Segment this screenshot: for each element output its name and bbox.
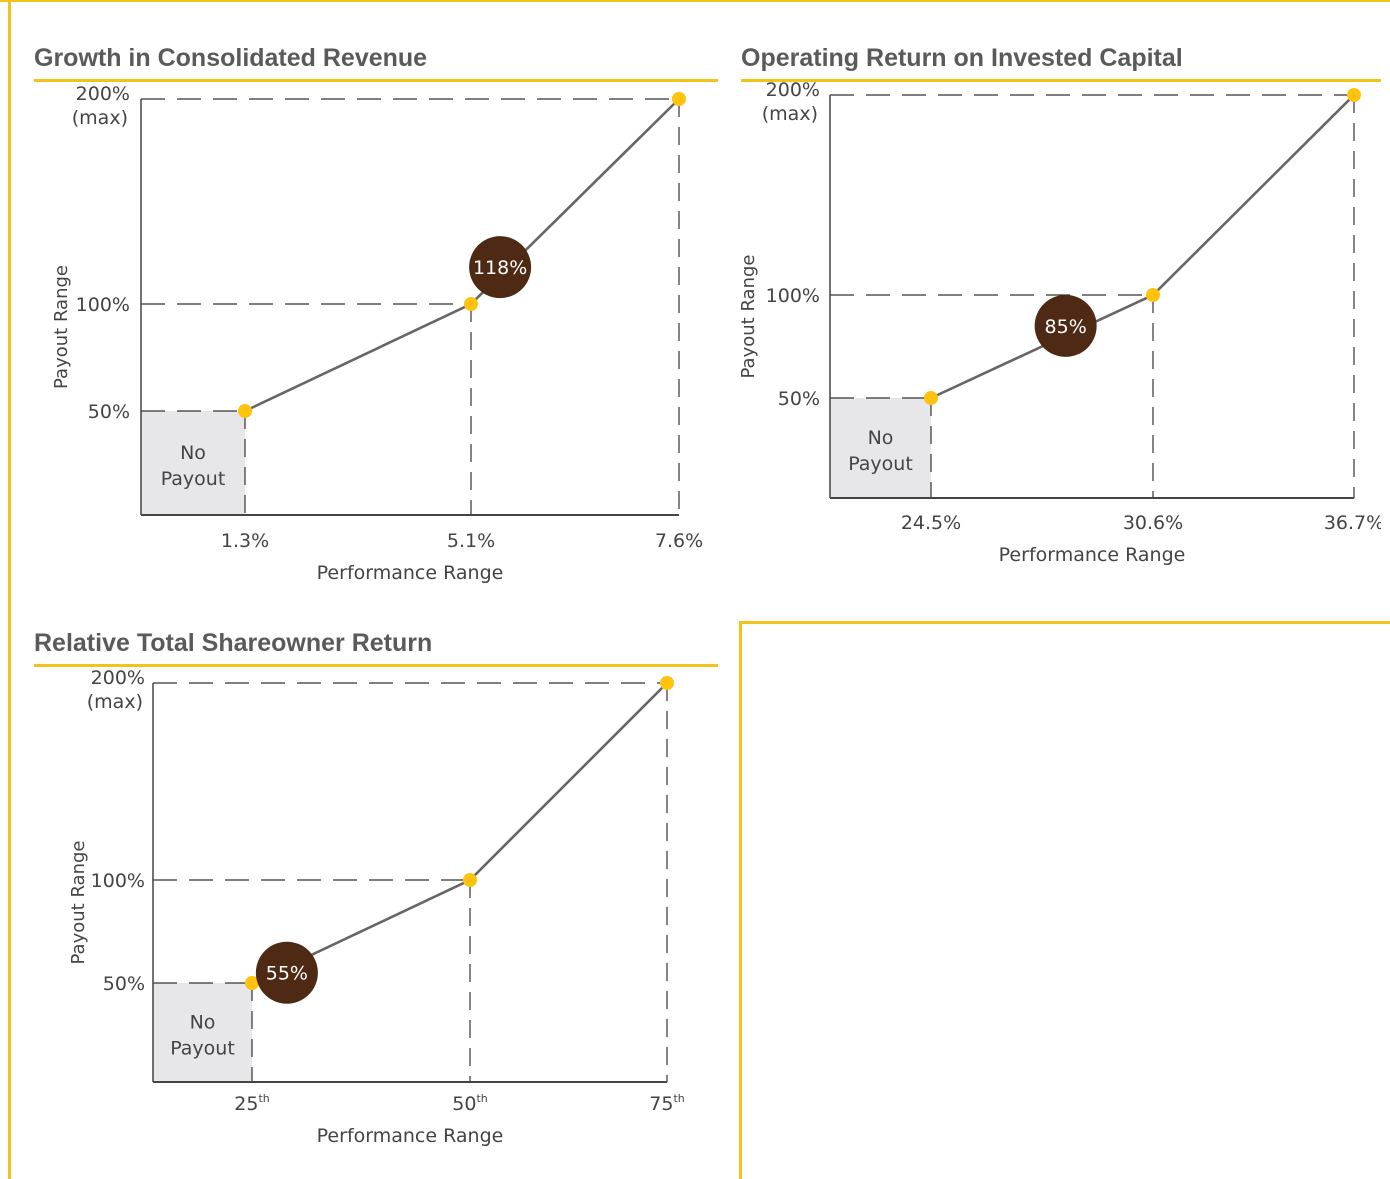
chart-svg: No Payout 50% 100% 200%(max) 1.3% 5.1% 7.6% Perf… bbox=[51, 83, 703, 584]
no-payout-zone bbox=[830, 398, 931, 498]
data-point bbox=[464, 297, 478, 311]
x-tick-label: 30.6% bbox=[1123, 512, 1183, 534]
x-tick-superscript: th bbox=[673, 1092, 684, 1105]
x-tick-label: 25th bbox=[234, 1092, 270, 1115]
y-tick-label: 100% bbox=[76, 294, 130, 316]
x-tick-label: 1.3% bbox=[221, 530, 269, 552]
x-axis-label: Performance Range bbox=[317, 1125, 504, 1147]
x-tick-label: 24.5% bbox=[901, 512, 961, 534]
chart-panel-roic: Operating Return on Invested Capital No P… bbox=[741, 44, 1381, 584]
chart-title: Growth in Consolidated Revenue bbox=[34, 44, 428, 72]
chart-panel-revenue: Growth in Consolidated Revenue No Payout 5… bbox=[34, 44, 718, 594]
title-underline bbox=[34, 664, 718, 667]
series-line bbox=[251, 682, 668, 985]
result-marker-label: 118% bbox=[473, 257, 527, 279]
y-tick-label: 50% bbox=[103, 973, 145, 995]
result-marker-label: 85% bbox=[1045, 316, 1087, 338]
no-payout-label: Payout bbox=[848, 453, 913, 475]
no-payout-zone bbox=[153, 983, 252, 1082]
y-axis-label: Payout Range bbox=[51, 265, 72, 389]
x-tick-superscript: th bbox=[258, 1092, 269, 1105]
no-payout-zone bbox=[141, 411, 245, 515]
result-marker bbox=[469, 236, 532, 299]
frame-top-border bbox=[0, 0, 1390, 2]
no-payout-label: No bbox=[190, 1012, 216, 1034]
series-line bbox=[244, 98, 680, 413]
x-tick-label: 75th bbox=[649, 1092, 685, 1115]
x-tick-label: 7.6% bbox=[655, 530, 703, 552]
result-marker bbox=[1034, 294, 1097, 357]
y-tick-label: 50% bbox=[88, 401, 130, 423]
x-tick-label: 5.1% bbox=[447, 530, 495, 552]
x-axis-label: Performance Range bbox=[317, 562, 504, 584]
frame-left-border bbox=[8, 0, 11, 1179]
data-point bbox=[1347, 88, 1361, 102]
y-tick-sublabel: (max) bbox=[72, 107, 128, 129]
no-payout-label: No bbox=[180, 442, 206, 464]
y-tick-sublabel: (max) bbox=[762, 103, 818, 125]
data-point bbox=[1146, 288, 1160, 302]
title-underline bbox=[34, 79, 718, 82]
y-tick-label: 200% bbox=[76, 83, 130, 105]
frame-middle-divider bbox=[739, 622, 742, 1179]
data-point bbox=[660, 676, 674, 690]
series-line bbox=[930, 94, 1355, 400]
y-tick-label: 100% bbox=[766, 285, 820, 307]
data-point bbox=[672, 92, 686, 106]
result-marker-label: 55% bbox=[266, 963, 308, 985]
no-payout-label: Payout bbox=[170, 1038, 235, 1060]
x-tick-label: 50th bbox=[452, 1092, 488, 1115]
chart-title: Relative Total Shareowner Return bbox=[34, 629, 433, 657]
y-tick-label: 200% bbox=[766, 79, 820, 101]
y-tick-label: 100% bbox=[91, 870, 145, 892]
data-point bbox=[924, 391, 938, 405]
y-tick-sublabel: (max) bbox=[87, 691, 143, 713]
no-payout-label: Payout bbox=[161, 468, 226, 490]
data-point bbox=[245, 976, 259, 990]
data-point bbox=[238, 404, 252, 418]
y-tick-label: 200% bbox=[91, 667, 145, 689]
chart-svg: No Payout 50% 100% 200%(max) 24.5% 30.6% 36.7% P… bbox=[741, 79, 1381, 566]
y-tick-label: 50% bbox=[778, 388, 820, 410]
data-point bbox=[463, 873, 477, 887]
x-tick-label: 36.7% bbox=[1324, 512, 1381, 534]
y-axis-label: Payout Range bbox=[741, 255, 759, 379]
x-axis-label: Performance Range bbox=[999, 544, 1186, 566]
frame-right-top-border bbox=[739, 621, 1390, 624]
result-marker bbox=[255, 941, 318, 1004]
chart-title: Operating Return on Invested Capital bbox=[741, 44, 1183, 72]
title-underline bbox=[741, 79, 1381, 82]
no-payout-label: No bbox=[868, 427, 894, 449]
chart-svg: No Payout 50% 100% 200%(max) 25th 50th 75th Perf… bbox=[68, 667, 685, 1147]
y-axis-label: Payout Range bbox=[68, 841, 89, 965]
chart-panel-tsr: Relative Total Shareowner Return No Payou… bbox=[34, 629, 718, 1159]
x-tick-superscript: th bbox=[476, 1092, 487, 1105]
